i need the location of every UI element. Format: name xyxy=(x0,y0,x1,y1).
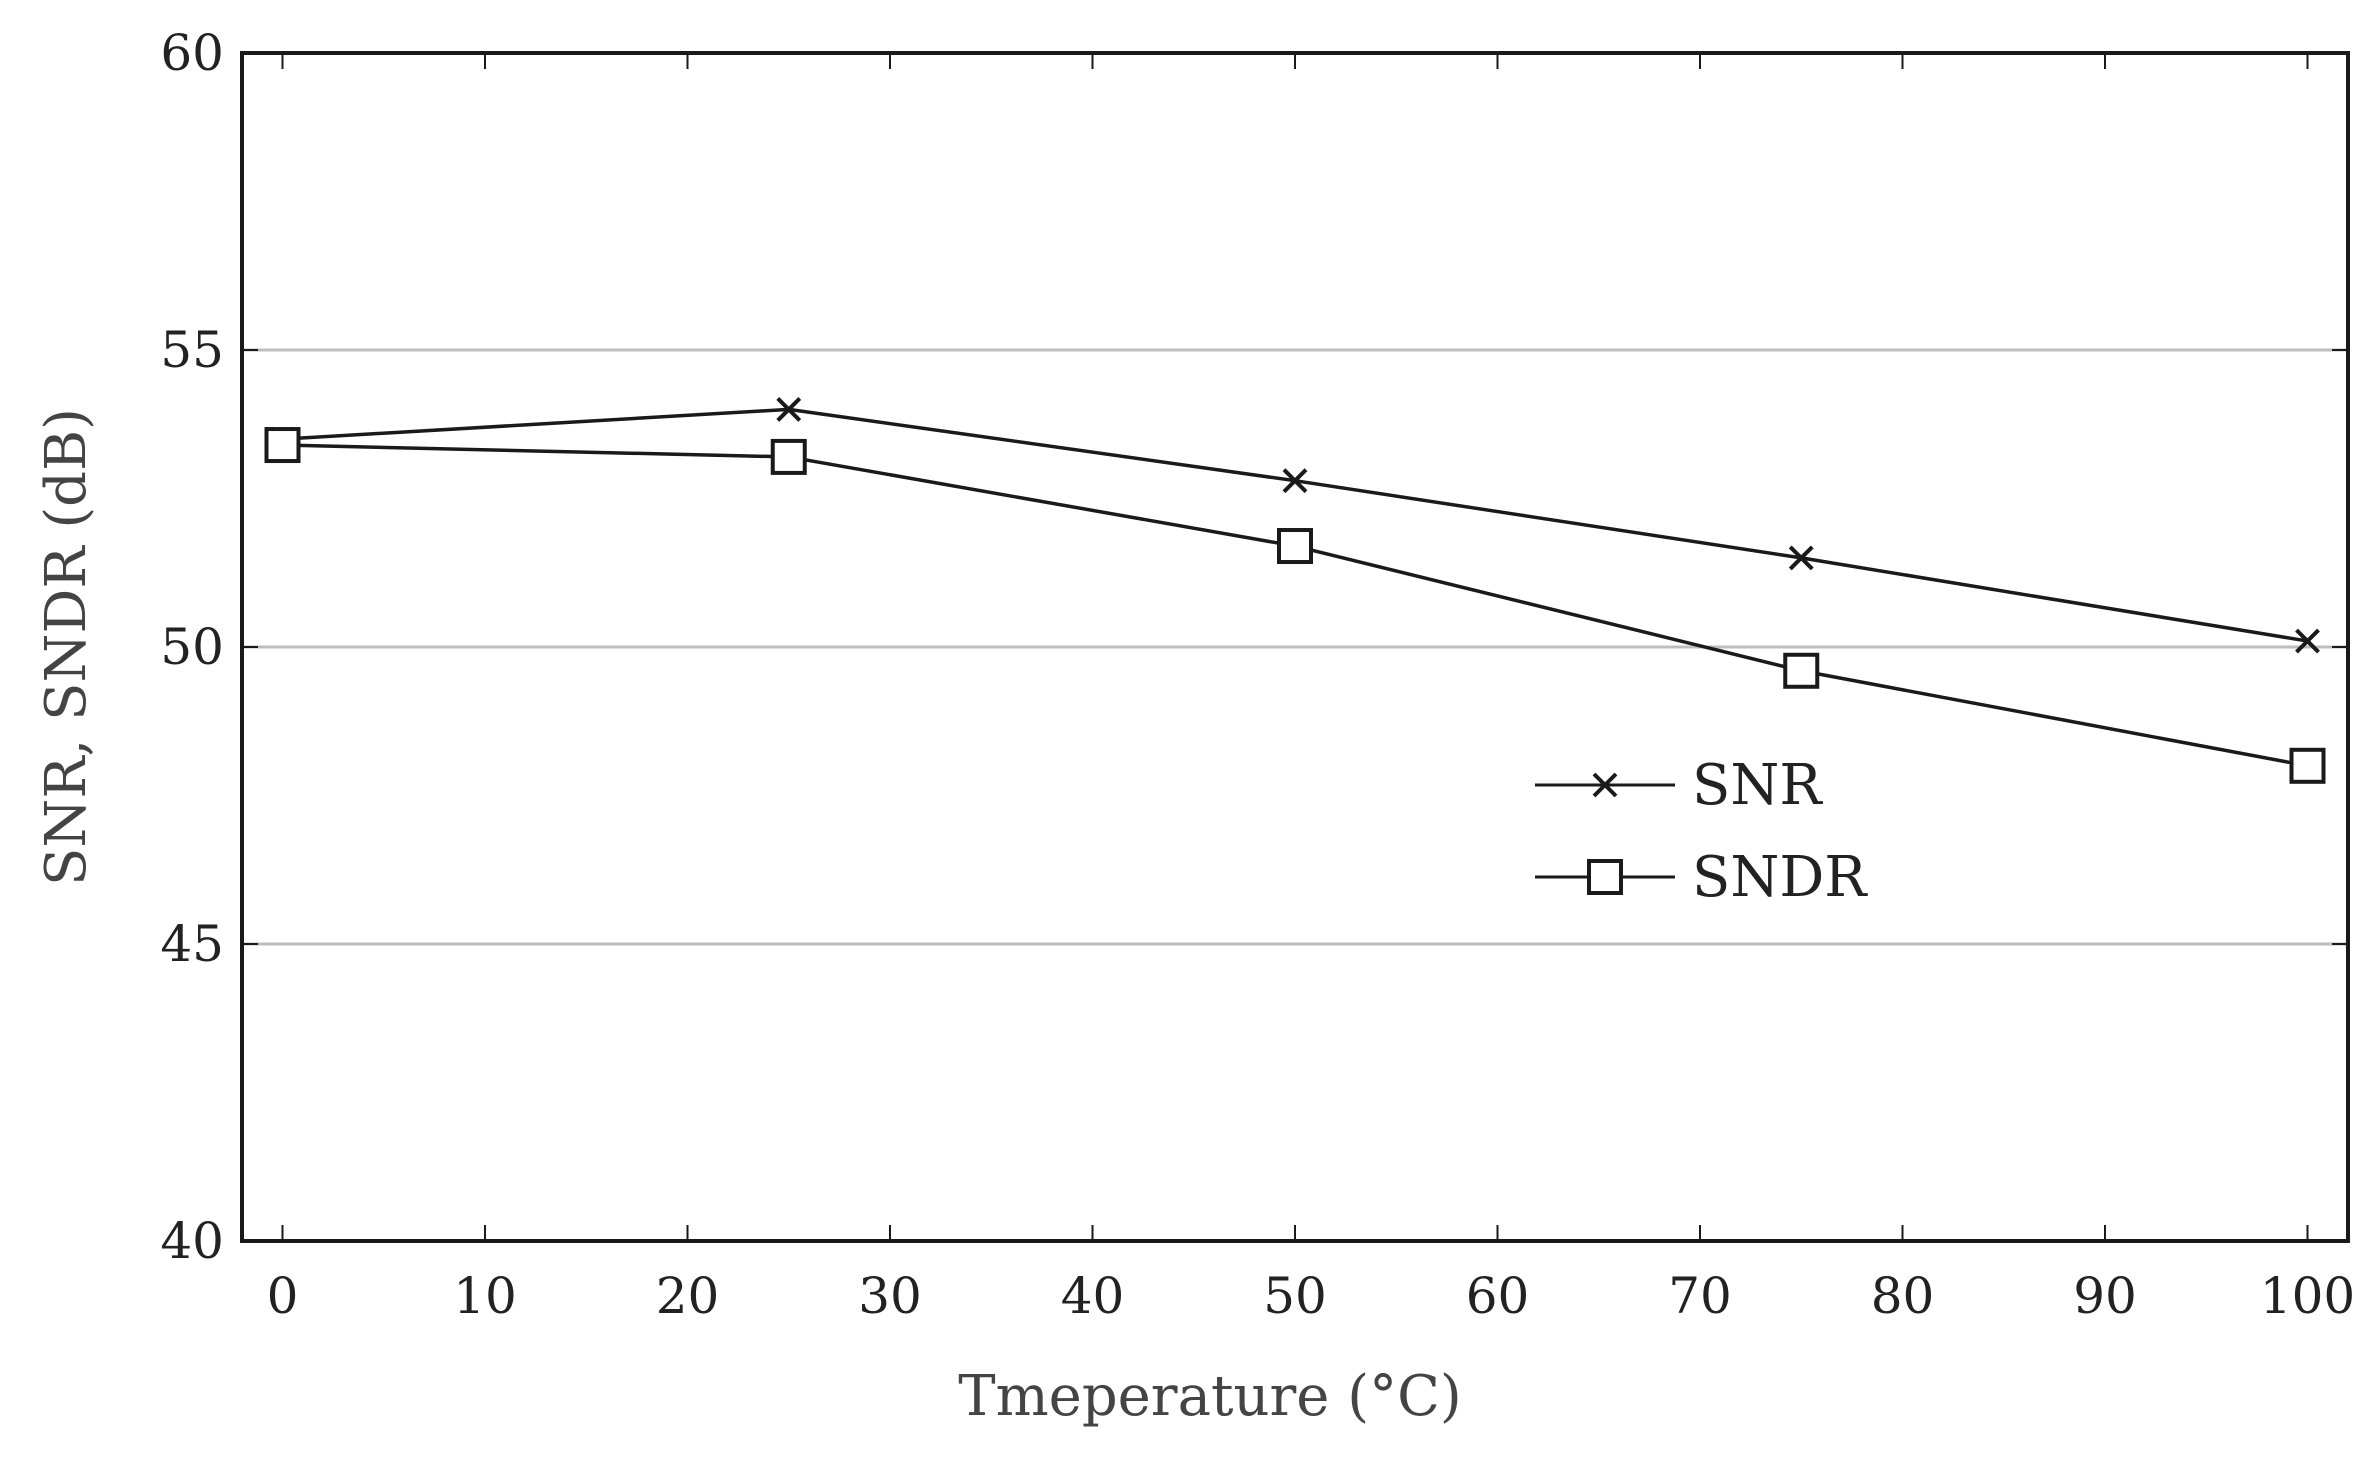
point-sndr-0 xyxy=(264,427,301,464)
point-snr-50 xyxy=(1282,468,1308,494)
tick-layer xyxy=(242,52,2348,1242)
series-layer xyxy=(264,396,2326,784)
series-line-snr xyxy=(282,407,2308,643)
x-tick-label-0: 0 xyxy=(267,1267,299,1325)
y-axis-title: SNR, SNDR (dB) xyxy=(34,408,99,886)
legend-label-sndr: SNDR xyxy=(1692,845,1868,910)
x-tick-label-40: 40 xyxy=(1061,1267,1125,1325)
legend-marker-snr-cross-icon xyxy=(1592,772,1618,798)
point-snr-100 xyxy=(2295,628,2320,654)
legend: SNR SNDR xyxy=(1535,753,1868,910)
x-axis-title: Tmeperature (°C) xyxy=(958,1364,1462,1429)
x-tick-label-30: 30 xyxy=(858,1267,922,1325)
x-tick-labels: 0 10 20 30 40 50 60 70 80 90 100 xyxy=(267,1267,2356,1325)
x-tick-label-100: 100 xyxy=(2260,1267,2355,1325)
y-tick-label-45: 45 xyxy=(160,915,224,973)
y-tick-label-40: 40 xyxy=(160,1212,224,1270)
x-tick-label-50: 50 xyxy=(1263,1267,1327,1325)
x-tick-label-70: 70 xyxy=(1668,1267,1732,1325)
legend-marker-sndr-square-icon xyxy=(1587,859,1623,895)
x-tick-label-90: 90 xyxy=(2073,1267,2137,1325)
y-tick-labels: 40 45 50 55 60 xyxy=(160,24,224,1270)
x-tick-label-10: 10 xyxy=(453,1267,517,1325)
y-tick-label-60: 60 xyxy=(160,24,224,82)
point-sndr-100 xyxy=(2289,747,2326,784)
plot-frame xyxy=(240,51,2350,1243)
point-sndr-25 xyxy=(770,438,807,475)
y-tick-label-50: 50 xyxy=(160,618,224,676)
x-tick-label-60: 60 xyxy=(1466,1267,1530,1325)
series-line-sndr xyxy=(282,443,2308,768)
y-tick-label-55: 55 xyxy=(160,321,224,379)
point-snr-75 xyxy=(1788,545,1814,571)
x-tick-label-80: 80 xyxy=(1871,1267,1935,1325)
legend-label-snr: SNR xyxy=(1692,753,1823,818)
x-tick-label-20: 20 xyxy=(656,1267,720,1325)
point-sndr-75 xyxy=(1783,652,1820,689)
point-sndr-50 xyxy=(1277,528,1313,565)
grid-layer xyxy=(242,348,2348,946)
point-snr-25 xyxy=(776,396,802,422)
